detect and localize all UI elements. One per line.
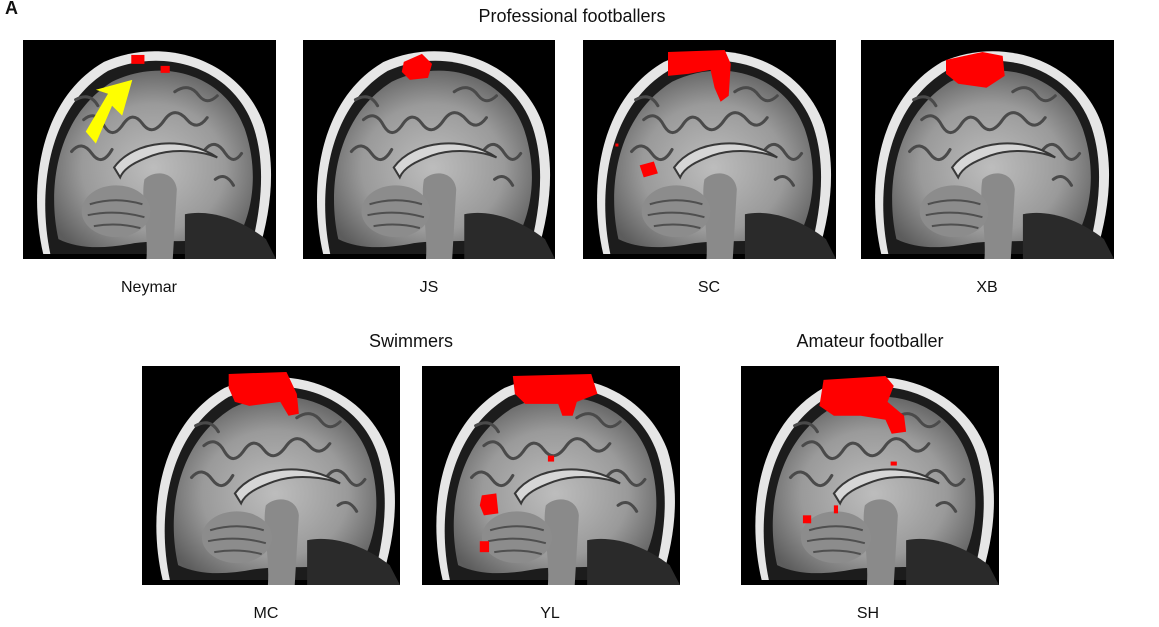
group-title-swimmers: Swimmers bbox=[369, 331, 453, 351]
activation-region bbox=[547, 455, 555, 462]
activation-region bbox=[946, 51, 1005, 88]
brain-mri-slice-icon bbox=[23, 40, 276, 259]
caption-mc: MC bbox=[253, 605, 279, 622]
activation-region bbox=[131, 54, 145, 64]
scan-mc bbox=[142, 366, 400, 585]
group-title-amateur-footballer: Amateur footballer bbox=[796, 331, 944, 351]
scan-js bbox=[303, 40, 555, 259]
brain-mri-slice-icon bbox=[303, 40, 555, 259]
caption-xb: XB bbox=[976, 279, 998, 296]
activation-region bbox=[479, 541, 490, 553]
caption-neymar: Neymar bbox=[120, 279, 178, 296]
brain-mri-slice-icon bbox=[422, 366, 680, 585]
activation-region bbox=[479, 493, 499, 516]
caption-sh: SH bbox=[856, 605, 880, 622]
scan-sc bbox=[583, 40, 836, 259]
activation-region bbox=[668, 49, 731, 102]
scan-sh bbox=[741, 366, 999, 585]
brain-mri-slice-icon bbox=[861, 40, 1114, 259]
brain-mri-slice-icon bbox=[142, 366, 400, 585]
scan-neymar bbox=[23, 40, 276, 259]
activation-region bbox=[819, 375, 907, 434]
activation-region bbox=[639, 161, 658, 178]
group-title-professional-footballers: Professional footballers bbox=[478, 6, 666, 26]
activation-region bbox=[160, 65, 170, 73]
scan-yl bbox=[422, 366, 680, 585]
caption-yl: YL bbox=[540, 605, 560, 622]
yellow-arrow-icon bbox=[85, 79, 133, 144]
caption-sc: SC bbox=[697, 279, 721, 296]
activation-region bbox=[802, 515, 812, 524]
activation-region bbox=[890, 461, 897, 466]
activation-region bbox=[401, 53, 433, 80]
activation-region bbox=[833, 505, 839, 514]
brain-mri-slice-icon bbox=[741, 366, 999, 585]
activation-region bbox=[228, 371, 299, 416]
caption-js: JS bbox=[419, 279, 439, 296]
brain-mri-slice-icon bbox=[583, 40, 836, 259]
panel-label: A bbox=[5, 0, 18, 18]
activation-region bbox=[512, 373, 598, 416]
activation-region bbox=[615, 143, 619, 147]
scan-xb bbox=[861, 40, 1114, 259]
